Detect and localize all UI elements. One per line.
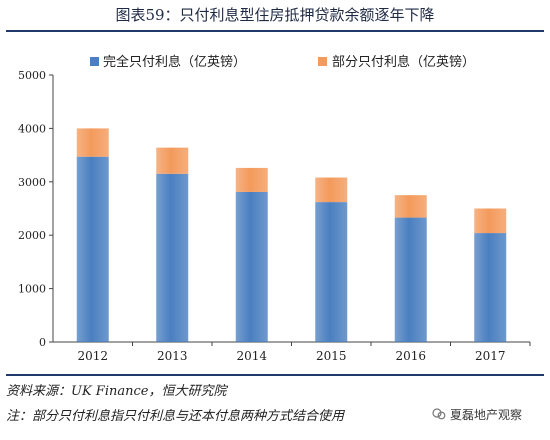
bar-segment-partial-2012 xyxy=(76,128,109,157)
legend-label-full: 完全只付利息（亿英镑） xyxy=(103,54,246,70)
bar-segment-full-2012 xyxy=(76,156,109,342)
title-divider xyxy=(6,30,544,32)
watermark: 夏磊地产观察 xyxy=(428,403,527,425)
legend-swatch-partial xyxy=(318,57,327,66)
bar-segment-partial-2017 xyxy=(474,208,507,234)
bar-segment-full-2016 xyxy=(394,217,427,342)
y-tick-label: 2000 xyxy=(18,229,46,242)
watermark-text: 夏磊地产观察 xyxy=(450,407,523,422)
figure-title: 图表59：只付利息型住房抵押贷款余额逐年下降 xyxy=(115,6,435,24)
x-tick-label: 2012 xyxy=(77,349,108,363)
bars xyxy=(76,128,507,342)
footer-divider xyxy=(6,374,544,376)
y-tick-label: 5000 xyxy=(18,69,46,82)
x-tick-label: 2013 xyxy=(157,349,188,363)
wechat-icon xyxy=(432,408,446,420)
x-tick-label: 2014 xyxy=(236,349,267,363)
bar-segment-partial-2014 xyxy=(235,167,268,192)
legend-swatch-full xyxy=(90,57,99,66)
y-tick-label: 3000 xyxy=(18,176,46,189)
y-tick-label: 4000 xyxy=(18,122,46,135)
x-tick-label: 2016 xyxy=(395,349,426,363)
bar-segment-full-2013 xyxy=(156,173,189,342)
bar-segment-full-2014 xyxy=(235,191,268,342)
bar-segment-partial-2013 xyxy=(156,147,189,174)
bar-segment-full-2015 xyxy=(315,202,348,342)
x-tick-label: 2017 xyxy=(475,349,506,363)
source-note: 资料来源：UK Finance，恒大研究院 xyxy=(6,384,227,399)
legend: 完全只付利息（亿英镑） 部分只付利息（亿英镑） xyxy=(90,54,475,70)
bar-segment-full-2017 xyxy=(474,233,507,342)
x-tick-labels: 2012 2013 2014 2015 2016 2017 xyxy=(77,342,531,363)
y-tick-label: 1000 xyxy=(18,283,46,296)
x-tick-label: 2015 xyxy=(316,349,347,363)
y-tick-labels: 0 1000 2000 3000 4000 5000 xyxy=(18,69,53,349)
y-tick-label: 0 xyxy=(39,336,46,349)
legend-label-partial: 部分只付利息（亿英镑） xyxy=(332,54,475,70)
axes xyxy=(52,75,530,343)
footnote: 注：部分只付利息指只付利息与还本付息两种方式结合使用 xyxy=(6,409,345,424)
stacked-bar-chart: 完全只付利息（亿英镑） 部分只付利息（亿英镑） 2012 2013 2014 2015… xyxy=(18,54,531,363)
bar-segment-partial-2015 xyxy=(315,177,348,203)
bar-segment-partial-2016 xyxy=(394,195,427,218)
